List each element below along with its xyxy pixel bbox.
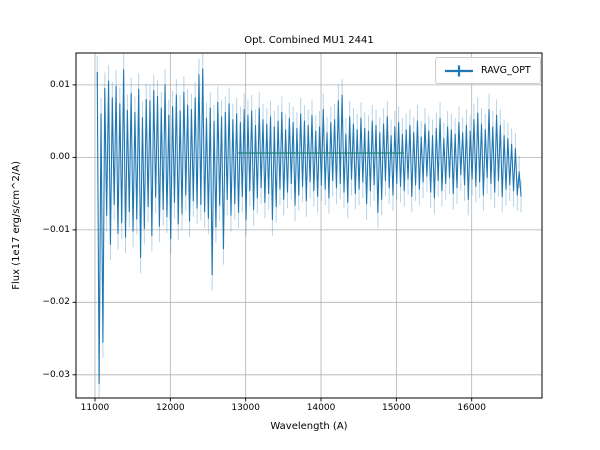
y-axis-label: Flux (1e17 erg/s/cm^2/A) xyxy=(10,161,22,290)
chart-title: Opt. Combined MU1 2441 xyxy=(244,35,374,46)
errorbar-marker-icon xyxy=(445,65,473,76)
errorbar-strokes xyxy=(96,53,522,398)
x-tick-label: 11000 xyxy=(80,403,110,413)
legend: RAVG_OPT xyxy=(435,57,541,84)
y-tick-label: 0.00 xyxy=(49,152,70,163)
x-tick-label: 13000 xyxy=(231,403,260,413)
x-axis-label: Wavelength (A) xyxy=(270,421,348,432)
x-tick-label: 14000 xyxy=(306,403,336,413)
legend-label: RAVG_OPT xyxy=(481,65,531,76)
y-tick-label: −0.02 xyxy=(42,297,70,308)
axes-frame xyxy=(75,52,543,399)
y-tick-label: −0.03 xyxy=(42,369,70,380)
x-tick-label: 15000 xyxy=(382,403,411,413)
series-line xyxy=(96,68,522,385)
y-tick-label: 0.01 xyxy=(49,79,70,90)
x-tick-label: 16000 xyxy=(457,403,487,413)
y-tick-label: −0.01 xyxy=(42,224,70,235)
y-axis-label-wrap: Flux (1e17 erg/s/cm^2/A) xyxy=(8,53,24,398)
x-tick-label: 12000 xyxy=(156,403,185,413)
